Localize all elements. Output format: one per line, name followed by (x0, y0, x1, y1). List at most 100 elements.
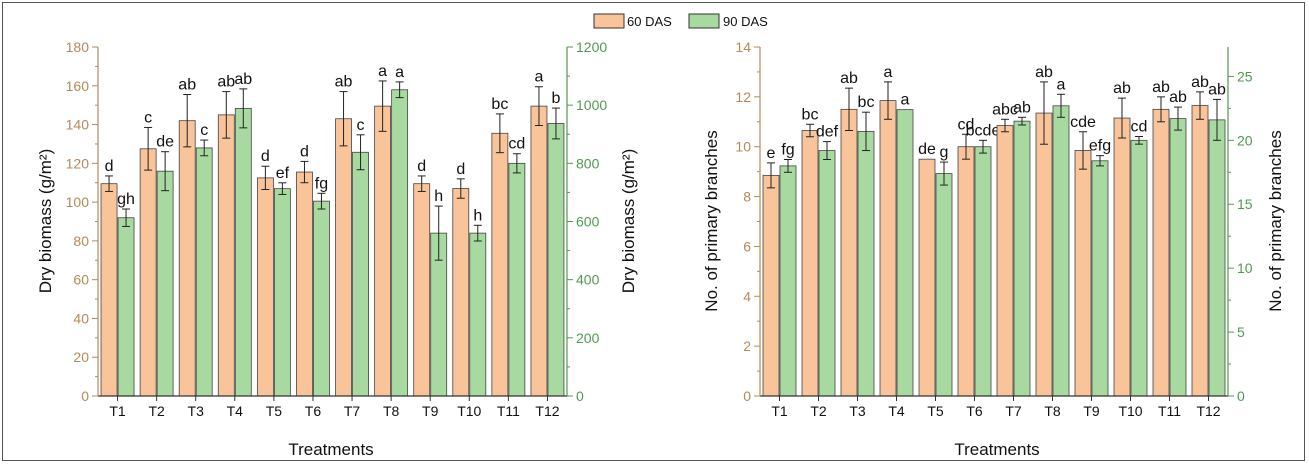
right-y-tick-label: 400 (576, 272, 600, 288)
bar-90-das-t7 (1013, 120, 1031, 397)
bar-90-das-t6 (974, 146, 992, 397)
bar-60-das-t2 (139, 148, 157, 397)
x-tick-label-t10: T10 (457, 403, 481, 419)
x-tick-label-t8: T8 (383, 403, 400, 419)
significance-letter-60-das-t11: bc (491, 96, 508, 113)
bar-90-das-t12 (1208, 119, 1226, 397)
x-tick-label-t4: T4 (227, 403, 244, 419)
bar-60-das-t3 (178, 120, 196, 397)
significance-letter-90-das-t3: bc (858, 94, 875, 111)
significance-letter-90-das-t2: def (816, 124, 839, 141)
x-tick-label-t11: T11 (497, 403, 520, 419)
x-tick-label-t9: T9 (1083, 403, 1100, 419)
bar-90-das-t1 (117, 217, 135, 397)
significance-letter-90-das-t6: fg (315, 175, 328, 192)
significance-letter-90-das-t6: bcde (966, 122, 1001, 139)
bar-90-das-t1 (779, 165, 797, 397)
legend-label-90-das: 90 DAS (723, 14, 768, 29)
bar-60-das-t4 (217, 114, 235, 397)
bar-60-das-t8 (1035, 112, 1053, 397)
significance-letter-90-das-t9: efg (1089, 138, 1111, 155)
left-y-tick-label: 10 (735, 139, 751, 155)
significance-letter-60-das-t3: ab (840, 70, 858, 87)
left-y-tick-label: 180 (66, 39, 90, 55)
bar-60-das-t10 (452, 188, 470, 397)
x-tick-label-t5: T5 (927, 403, 944, 419)
legend: 60 DAS 90 DAS (593, 13, 768, 29)
significance-letter-90-das-t4: a (901, 92, 910, 109)
x-tick-label-t6: T6 (966, 403, 983, 419)
x-tick-label-t8: T8 (1044, 403, 1061, 419)
x-tick-label-t7: T7 (1005, 403, 1022, 419)
bar-60-das-t1 (100, 183, 118, 397)
significance-letter-60-das-t9: d (417, 158, 426, 175)
right-y-tick-label: 200 (576, 330, 600, 346)
bar-60-das-t1 (762, 174, 780, 397)
bar-90-das-t11 (1169, 118, 1187, 397)
x-tick-label-t2: T2 (810, 403, 827, 419)
significance-letter-90-das-t4: ab (234, 71, 252, 88)
bar-90-das-t6 (313, 200, 330, 397)
significance-letter-60-das-t5: d (261, 148, 270, 165)
significance-letter-60-das-t4: ab (217, 74, 235, 91)
legend-swatch-90-das (688, 13, 720, 29)
significance-letter-90-das-t3: c (200, 122, 208, 139)
x-tick-label-t1: T1 (771, 403, 788, 419)
significance-letter-90-das-t1: gh (117, 191, 135, 208)
significance-letter-60-das-t12: ab (1191, 74, 1209, 91)
bar-60-das-t7 (335, 118, 352, 397)
bar-60-das-t9 (1074, 150, 1092, 397)
significance-letter-90-das-t5: ef (276, 165, 290, 182)
bar-60-das-t4 (879, 100, 897, 397)
left-y-tick-label: 6 (743, 238, 751, 254)
significance-letter-90-das-t11: ab (1169, 89, 1187, 106)
bar-60-das-t2 (801, 130, 819, 397)
bar-60-das-t10 (1113, 117, 1131, 397)
significance-letter-60-das-t4: a (884, 64, 893, 81)
right-y-tick-label: 20 (1237, 132, 1253, 148)
left-y-axis-title: Dry biomass (g/m²) (36, 149, 55, 294)
x-tick-label-t12: T12 (535, 403, 559, 419)
bar-90-das-t3 (857, 130, 875, 397)
left-y-tick-label: 20 (73, 349, 89, 365)
bar-90-das-t8 (1052, 105, 1070, 397)
bar-60-das-t11 (1152, 108, 1170, 397)
x-tick-label-t5: T5 (266, 403, 283, 419)
legend-swatch-60-das (593, 13, 625, 29)
significance-letter-90-das-t12: b (552, 90, 561, 107)
bar-90-das-t8 (391, 89, 409, 397)
bar-90-das-t12 (547, 123, 565, 397)
x-tick-label-t11: T11 (1158, 403, 1181, 419)
bar-60-das-t7 (996, 125, 1014, 397)
x-tick-label-t3: T3 (188, 403, 205, 419)
right-y-axis-title: No. of primary branches (1266, 130, 1285, 311)
right-y-tick-label: 25 (1237, 68, 1253, 84)
significance-letter-90-das-t10: h (473, 207, 482, 224)
left-y-tick-label: 2 (743, 338, 751, 354)
left-y-tick-label: 120 (66, 155, 90, 171)
bar-90-das-t11 (508, 162, 526, 397)
bar-60-das-t5 (256, 177, 274, 397)
significance-letter-60-das-t7: abc (992, 101, 1018, 118)
significance-letter-90-das-t10: cd (1131, 118, 1148, 135)
x-axis-title: Treatments (288, 440, 373, 459)
significance-letter-90-das-t8: a (395, 64, 404, 81)
significance-letter-60-das-t10: ab (1113, 80, 1131, 97)
left-y-tick-label: 12 (735, 89, 751, 105)
bar-90-das-t4 (896, 109, 914, 397)
significance-letter-60-das-t9: cde (1070, 114, 1096, 131)
significance-letter-60-das-t6: d (300, 143, 309, 160)
significance-letter-90-das-t1: fg (781, 141, 794, 158)
right-y-tick-label: 0 (576, 388, 584, 404)
significance-letter-60-das-t11: ab (1152, 79, 1170, 96)
right-y-tick-label: 1000 (576, 97, 607, 113)
x-tick-label-t1: T1 (109, 403, 126, 419)
bar-60-das-t8 (374, 105, 392, 397)
bar-60-das-t9 (413, 183, 431, 397)
significance-letter-60-das-t3: ab (178, 77, 196, 94)
significance-letter-60-das-t2: c (144, 109, 152, 126)
left-y-tick-label: 60 (73, 272, 89, 288)
left-y-tick-label: 0 (81, 388, 89, 404)
x-tick-label-t12: T12 (1196, 403, 1220, 419)
